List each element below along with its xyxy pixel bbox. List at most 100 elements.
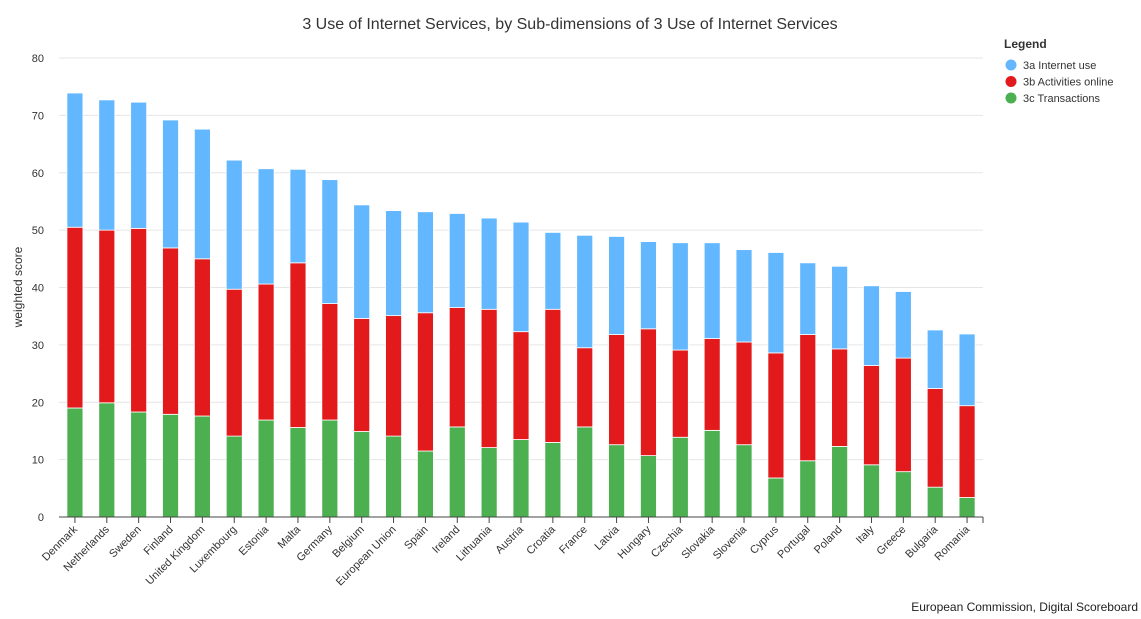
bar-denmark-3b-activities-online[interactable] bbox=[66, 226, 84, 409]
bar-croatia-3c-transactions[interactable] bbox=[544, 442, 562, 518]
bar-finland-3a-internet-use[interactable] bbox=[162, 119, 179, 249]
bar-estonia-3c-transactions[interactable] bbox=[257, 419, 275, 518]
bar-slovenia-3b-activities-online[interactable] bbox=[735, 341, 753, 446]
bar-latvia-3b-activities-online[interactable] bbox=[608, 334, 625, 446]
bar-portugal-3b-activities-online[interactable] bbox=[799, 334, 817, 462]
bar-portugal-3c-transactions[interactable] bbox=[799, 460, 817, 518]
bar-denmark-3a-internet-use[interactable] bbox=[66, 92, 84, 228]
x-tick-label-portugal: Portugal bbox=[775, 524, 812, 561]
bar-romania-3a-internet-use[interactable] bbox=[958, 333, 976, 407]
bar-germany-3b-activities-online[interactable] bbox=[321, 303, 339, 421]
bar-poland-3b-activities-online[interactable] bbox=[831, 348, 849, 447]
bar-hungary-3a-internet-use[interactable] bbox=[640, 241, 657, 330]
bar-greece-3b-activities-online[interactable] bbox=[894, 357, 912, 473]
bar-bulgaria-3a-internet-use[interactable] bbox=[926, 329, 944, 389]
bar-latvia-3a-internet-use[interactable] bbox=[608, 236, 625, 335]
bar-cyprus-3b-activities-online[interactable] bbox=[767, 352, 785, 479]
legend[interactable]: 3a Internet use 3b Activities online 3c Tr… bbox=[1005, 59, 1114, 106]
bar-romania-3c-transactions[interactable] bbox=[958, 497, 976, 518]
bar-poland-3a-internet-use[interactable] bbox=[831, 265, 849, 350]
bar-bulgaria-3c-transactions[interactable] bbox=[926, 486, 944, 518]
bar-italy-3a-internet-use[interactable] bbox=[863, 285, 880, 366]
bar-cyprus-3c-transactions[interactable] bbox=[767, 477, 785, 518]
bar-romania-3b-activities-online[interactable] bbox=[958, 405, 976, 498]
bar-germany-3c-transactions[interactable] bbox=[321, 419, 339, 518]
bar-germany-3a-internet-use[interactable] bbox=[321, 179, 339, 304]
x-tick-label-germany: Germany bbox=[294, 523, 335, 564]
bar-slovenia-3a-internet-use[interactable] bbox=[735, 249, 753, 343]
bar-estonia-3a-internet-use[interactable] bbox=[257, 168, 275, 285]
bar-lithuania-3b-activities-online[interactable] bbox=[480, 308, 498, 448]
legend-label-3b-activities-online[interactable]: 3b Activities online bbox=[1023, 77, 1114, 89]
bar-sweden-3b-activities-online[interactable] bbox=[130, 228, 148, 413]
bar-european-union-3a-internet-use[interactable] bbox=[385, 210, 402, 317]
bar-austria-3c-transactions[interactable] bbox=[512, 439, 530, 518]
bar-greece-3c-transactions[interactable] bbox=[894, 471, 912, 518]
bar-bulgaria-3b-activities-online[interactable] bbox=[926, 388, 944, 488]
bar-slovakia-3a-internet-use[interactable] bbox=[703, 242, 721, 339]
bar-croatia-3a-internet-use[interactable] bbox=[544, 232, 562, 310]
bar-malta-3b-activities-online[interactable] bbox=[289, 262, 307, 428]
legend-marker-3c-transactions[interactable] bbox=[1005, 92, 1017, 104]
bar-united-kingdom-3c-transactions[interactable] bbox=[193, 415, 211, 518]
bar-belgium-3a-internet-use[interactable] bbox=[353, 204, 371, 319]
bar-lithuania-3c-transactions[interactable] bbox=[480, 447, 498, 518]
bar-italy-3c-transactions[interactable] bbox=[863, 464, 880, 518]
bar-portugal-3a-internet-use[interactable] bbox=[799, 262, 817, 335]
bar-latvia-3c-transactions[interactable] bbox=[608, 444, 625, 518]
bar-united-kingdom-3b-activities-online[interactable] bbox=[193, 258, 211, 417]
bar-european-union-3b-activities-online[interactable] bbox=[385, 315, 402, 437]
bar-estonia-3b-activities-online[interactable] bbox=[257, 283, 275, 421]
bar-croatia-3b-activities-online[interactable] bbox=[544, 308, 562, 443]
bar-france-3c-transactions[interactable] bbox=[576, 426, 594, 518]
bar-czechia-3c-transactions[interactable] bbox=[671, 436, 689, 518]
bar-ireland-3b-activities-online[interactable] bbox=[448, 307, 466, 428]
bar-european-union-3c-transactions[interactable] bbox=[385, 435, 402, 518]
bar-malta-3a-internet-use[interactable] bbox=[289, 168, 307, 264]
bar-malta-3c-transactions[interactable] bbox=[289, 427, 307, 518]
bar-poland-3c-transactions[interactable] bbox=[831, 446, 849, 518]
bar-sweden-3a-internet-use[interactable] bbox=[130, 101, 148, 229]
legend-marker-3a-internet-use[interactable] bbox=[1005, 59, 1017, 71]
legend-label-3c-transactions[interactable]: 3c Transactions bbox=[1023, 93, 1101, 105]
bar-hungary-3b-activities-online[interactable] bbox=[640, 328, 657, 457]
bar-italy-3b-activities-online[interactable] bbox=[863, 365, 880, 466]
legend-label-3a-internet-use[interactable]: 3a Internet use bbox=[1023, 60, 1096, 72]
bar-slovakia-3b-activities-online[interactable] bbox=[703, 338, 721, 431]
bar-slovakia-3c-transactions[interactable] bbox=[703, 429, 721, 518]
bar-luxembourg-3b-activities-online[interactable] bbox=[225, 288, 243, 437]
bar-united-kingdom-3a-internet-use[interactable] bbox=[193, 128, 211, 260]
bar-luxembourg-3a-internet-use[interactable] bbox=[225, 159, 243, 290]
bar-austria-3b-activities-online[interactable] bbox=[512, 331, 530, 440]
bar-spain-3a-internet-use[interactable] bbox=[417, 211, 434, 314]
chart-credit: European Commission, Digital Scoreboard bbox=[911, 600, 1138, 614]
bar-finland-3b-activities-online[interactable] bbox=[162, 247, 179, 415]
bar-netherlands-3c-transactions[interactable] bbox=[98, 402, 116, 518]
bar-cyprus-3a-internet-use[interactable] bbox=[767, 252, 785, 354]
bar-netherlands-3a-internet-use[interactable] bbox=[98, 99, 116, 231]
bar-ireland-3a-internet-use[interactable] bbox=[448, 213, 466, 308]
legend-marker-3b-activities-online[interactable] bbox=[1005, 76, 1017, 87]
bar-belgium-3c-transactions[interactable] bbox=[353, 431, 371, 518]
bar-greece-3a-internet-use[interactable] bbox=[894, 291, 912, 359]
bar-ireland-3c-transactions[interactable] bbox=[448, 426, 466, 518]
bar-belgium-3b-activities-online[interactable] bbox=[353, 318, 371, 432]
bar-slovenia-3c-transactions[interactable] bbox=[735, 444, 753, 518]
bar-netherlands-3b-activities-online[interactable] bbox=[98, 229, 116, 404]
bar-lithuania-3a-internet-use[interactable] bbox=[480, 217, 498, 310]
bar-luxembourg-3c-transactions[interactable] bbox=[225, 435, 243, 518]
bar-france-3b-activities-online[interactable] bbox=[576, 347, 594, 428]
bar-spain-3c-transactions[interactable] bbox=[417, 450, 434, 518]
x-tick-label-spain: Spain bbox=[402, 524, 430, 552]
bar-finland-3c-transactions[interactable] bbox=[162, 413, 179, 518]
bar-czechia-3a-internet-use[interactable] bbox=[671, 242, 689, 351]
bar-czechia-3b-activities-online[interactable] bbox=[671, 349, 689, 438]
bar-spain-3b-activities-online[interactable] bbox=[417, 312, 434, 452]
bar-austria-3a-internet-use[interactable] bbox=[512, 221, 530, 333]
bar-hungary-3c-transactions[interactable] bbox=[640, 455, 657, 518]
x-tick-label-estonia: Estonia bbox=[237, 523, 272, 558]
bar-denmark-3c-transactions[interactable] bbox=[66, 407, 84, 518]
bar-sweden-3c-transactions[interactable] bbox=[130, 411, 148, 518]
bar-france-3a-internet-use[interactable] bbox=[576, 234, 594, 349]
